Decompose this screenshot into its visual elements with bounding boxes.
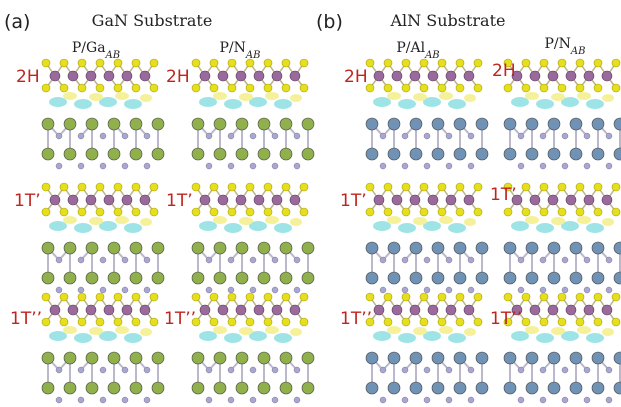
row-label: 2H [166,67,190,87]
column-header: P/NAB [545,36,586,57]
structure-gan [42,183,164,293]
row-label: 1T’ [340,191,367,211]
panel-label: (a) [4,11,30,33]
row-label: 1T’ [490,185,517,205]
figure: (a) GaN Substrate P/GaAB P/NAB 2H 2H 1T’… [0,0,621,407]
column-header: P/GaAB [72,40,120,61]
structure-gan [192,293,314,403]
structure-gan [192,183,314,293]
row-label: 1T’ [166,191,193,211]
column-header: P/AlAB [396,40,439,61]
structure-gan [42,293,164,403]
row-label: 1T’’ [10,309,42,329]
row-label: 1T’’ [340,309,372,329]
panel-title: GaN Substrate [92,11,213,30]
row-label: 1T’’ [164,309,196,329]
structure-aln [504,183,621,293]
column-header: P/NAB [220,40,261,61]
structures [42,59,621,403]
structure-gan [192,59,314,169]
row-label: 2H [344,67,368,87]
structure-aln [366,293,488,403]
structure-aln [504,59,621,169]
row-label: 1T’ [14,191,41,211]
panel-label: (b) [316,11,343,33]
row-label: 1T’’ [490,309,522,329]
panel-title: AlN Substrate [390,11,506,30]
structure-aln [366,183,488,293]
row-label: 2H [16,67,40,87]
structure-aln [366,59,488,169]
row-label: 2H [492,61,516,81]
structure-gan [42,59,164,169]
